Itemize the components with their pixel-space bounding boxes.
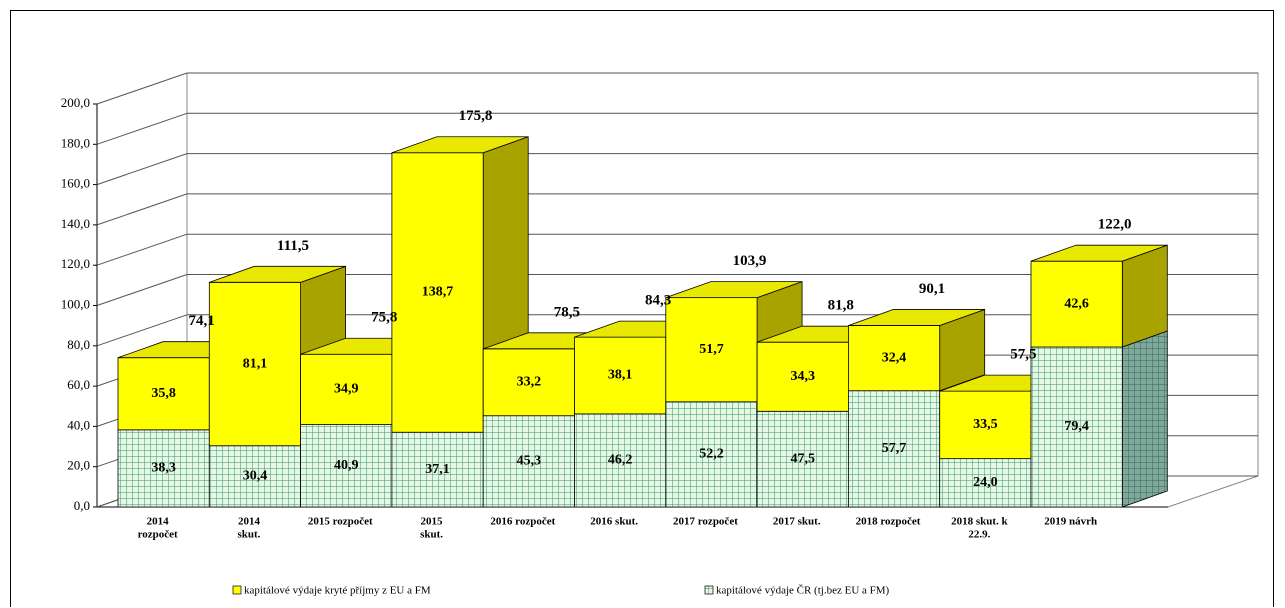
bar-segment bbox=[482, 415, 575, 508]
total-label: 84,3 bbox=[645, 293, 671, 309]
bar-segment bbox=[117, 429, 210, 508]
x-tick-label: 2017 rozpočet bbox=[673, 516, 738, 528]
bar-top bbox=[848, 309, 985, 326]
grid-line bbox=[96, 153, 188, 186]
value-label: 47,5 bbox=[791, 451, 816, 466]
bar-top bbox=[209, 265, 346, 283]
bar-segment bbox=[208, 281, 302, 447]
value-label: 42,6 bbox=[1064, 296, 1089, 311]
value-label: 34,9 bbox=[334, 382, 359, 397]
value-label: 24,0 bbox=[973, 475, 998, 490]
value-label: 51,7 bbox=[699, 342, 724, 357]
bar-segment bbox=[482, 348, 575, 417]
y-tick-label: 100,0 bbox=[61, 296, 90, 311]
grid-line bbox=[96, 274, 188, 306]
x-tick-label: 22.9. bbox=[968, 529, 990, 541]
total-label: 57,5 bbox=[1010, 347, 1036, 363]
y-tick-label: 140,0 bbox=[61, 216, 90, 231]
value-label: 30,4 bbox=[243, 469, 268, 484]
value-label: 33,5 bbox=[973, 417, 998, 432]
grid-line bbox=[96, 193, 188, 226]
bar-segment bbox=[391, 431, 484, 508]
y-tick-label: 120,0 bbox=[61, 256, 90, 271]
value-label: 35,8 bbox=[151, 386, 176, 401]
value-label: 37,1 bbox=[425, 462, 450, 477]
value-label: 38,1 bbox=[608, 368, 633, 383]
value-label: 32,4 bbox=[882, 350, 907, 365]
bar-segment bbox=[574, 413, 667, 508]
legend-swatch bbox=[232, 585, 242, 595]
x-tick-label: 2018 rozpočet bbox=[856, 516, 921, 528]
value-label: 40,9 bbox=[334, 458, 359, 473]
total-label: 103,9 bbox=[733, 253, 767, 269]
total-label: 111,5 bbox=[277, 238, 309, 254]
value-label: 57,7 bbox=[882, 441, 907, 456]
x-tick-label: 2014 bbox=[147, 516, 170, 528]
bar-side bbox=[1121, 330, 1168, 508]
bar-segment bbox=[574, 336, 667, 415]
x-tick-label: skut. bbox=[237, 529, 260, 541]
legend-swatch bbox=[704, 585, 714, 595]
y-tick-label: 80,0 bbox=[67, 337, 90, 352]
legend-label: kapitálové výdaje kryté příjmy z EU a FM bbox=[244, 585, 431, 597]
x-tick-label: 2017 skut. bbox=[773, 516, 821, 528]
bar-segment bbox=[391, 152, 484, 433]
bar-top bbox=[665, 281, 803, 299]
value-label: 34,3 bbox=[791, 369, 816, 384]
x-tick-label: 2014 bbox=[238, 516, 261, 528]
bar-segment bbox=[300, 353, 393, 425]
y-tick-label: 20,0 bbox=[67, 458, 90, 473]
bar-segment bbox=[1030, 260, 1123, 348]
grid-line bbox=[96, 72, 188, 105]
value-label: 79,4 bbox=[1064, 419, 1089, 434]
total-label: 75,8 bbox=[371, 310, 397, 326]
y-tick-label: 0,0 bbox=[74, 498, 90, 513]
total-label: 122,0 bbox=[1098, 217, 1132, 233]
value-label: 46,2 bbox=[608, 453, 633, 468]
total-label: 74,1 bbox=[189, 313, 215, 329]
total-label: 175,8 bbox=[459, 108, 493, 124]
x-tick-label: rozpočet bbox=[138, 529, 178, 541]
x-tick-label: 2016 skut. bbox=[590, 516, 638, 528]
y-tick-label: 40,0 bbox=[67, 417, 90, 432]
bar-top bbox=[1030, 244, 1168, 262]
x-tick-label: skut. bbox=[420, 529, 443, 541]
bar-side bbox=[1121, 244, 1168, 348]
x-tick-label: 2018 skut. k bbox=[951, 516, 1008, 528]
x-tick-label: 2015 bbox=[421, 516, 444, 528]
bar-segment bbox=[848, 325, 941, 392]
y-tick-label: 160,0 bbox=[61, 176, 90, 191]
bar-segment bbox=[117, 357, 210, 431]
chart-frame bbox=[10, 10, 1274, 607]
x-tick-label: 2016 rozpočet bbox=[490, 516, 555, 528]
grid-line bbox=[96, 314, 188, 347]
total-label: 90,1 bbox=[919, 281, 945, 297]
y-tick-label: 180,0 bbox=[61, 135, 90, 150]
x-tick-label: 2019 návrh bbox=[1044, 516, 1097, 528]
value-label: 81,1 bbox=[243, 356, 268, 371]
x-tick-label: 2015 rozpočet bbox=[308, 516, 373, 528]
total-label: 81,8 bbox=[828, 298, 854, 314]
legend-label: kapitálové výdaje ČR (tj.bez EU a FM) bbox=[716, 585, 890, 597]
value-label: 45,3 bbox=[517, 454, 542, 469]
bar-segment bbox=[300, 424, 393, 508]
value-label: 138,7 bbox=[422, 285, 454, 300]
total-label: 78,5 bbox=[554, 304, 580, 320]
value-label: 38,3 bbox=[151, 461, 176, 476]
y-tick-label: 60,0 bbox=[67, 377, 90, 392]
bar-segment bbox=[756, 341, 849, 412]
value-label: 33,2 bbox=[517, 374, 542, 389]
grid-line bbox=[96, 233, 188, 266]
y-tick-label: 200,0 bbox=[61, 95, 90, 110]
bar-segment bbox=[208, 445, 302, 508]
grid-line bbox=[96, 112, 188, 145]
value-label: 52,2 bbox=[699, 447, 724, 462]
bar-segment bbox=[756, 410, 849, 508]
bar-top bbox=[391, 136, 529, 154]
